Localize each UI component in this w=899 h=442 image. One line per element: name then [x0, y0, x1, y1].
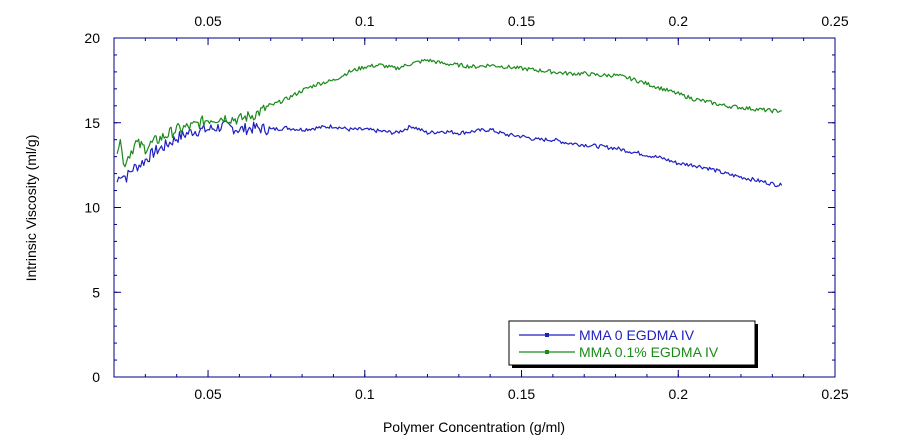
- y-tick-label: 10: [84, 200, 100, 216]
- x-tick-label: 0.25: [821, 386, 848, 402]
- x-top-tick-label: 0.1: [355, 13, 375, 29]
- series-layer: [116, 58, 783, 188]
- legend-label-2: MMA 0.1% EGDMA IV: [579, 344, 719, 360]
- x-top-tick-label: 0.25: [821, 13, 848, 29]
- x-top-tick-label: 0.15: [508, 13, 535, 29]
- plot-frame: [113, 37, 836, 378]
- x-top-tick-label: 0.2: [669, 13, 689, 29]
- x-axis-title: Polymer Concentration (g/ml): [383, 419, 565, 435]
- legend-box: [508, 320, 756, 366]
- x-tick-label: 0.1: [355, 386, 375, 402]
- y-tick-label: 15: [84, 115, 100, 131]
- y-tick-label: 0: [92, 369, 100, 385]
- series-line-2: [116, 58, 782, 168]
- ticks: 0.05 0.1 0.15 0.2 0.25 0.05 0.1 0.15 0.2 0.25 0 5 10…: [84, 13, 848, 402]
- y-tick-label: 5: [92, 284, 100, 300]
- legend-marker-1: [545, 333, 549, 337]
- x-tick-label: 0.05: [194, 386, 221, 402]
- x-tick-label: 0.15: [508, 386, 535, 402]
- y-axis-title: Intrinsic Viscosity (ml/g): [23, 135, 39, 282]
- x-top-tick-label: 0.05: [194, 13, 221, 29]
- legend-label-1: MMA 0 EGDMA IV: [579, 327, 695, 343]
- series-line-1: [116, 120, 783, 188]
- y-tick-label: 20: [84, 30, 100, 46]
- x-tick-label: 0.2: [669, 386, 689, 402]
- legend-marker-2: [545, 350, 549, 354]
